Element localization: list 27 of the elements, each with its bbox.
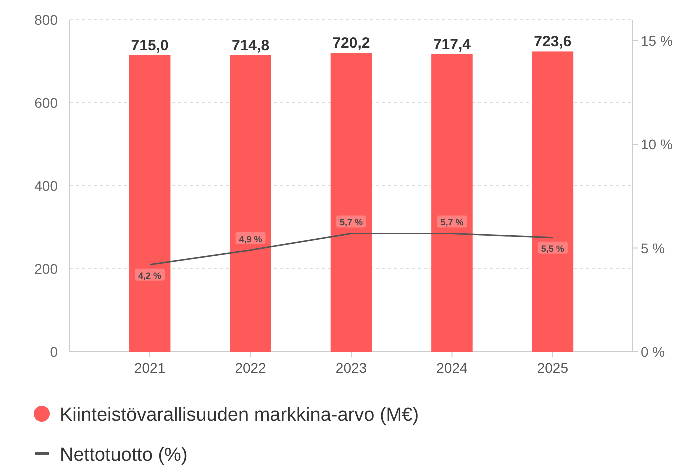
y-tick-label: 200 (34, 261, 58, 277)
x-tick-label: 2021 (134, 360, 166, 376)
data-label: 5,7 % (440, 218, 464, 228)
y-tick-label: 600 (34, 95, 58, 111)
data-label: 715,0 (131, 37, 169, 54)
data-label: 714,8 (232, 37, 270, 54)
data-label: 5,7 % (340, 218, 364, 228)
y2-tick-label: 0 % (641, 344, 666, 360)
x-tick-label: 2022 (235, 360, 267, 376)
legend-label: Kiinteistövarallisuuden markkina-arvo (M€) (60, 405, 420, 426)
data-label: 4,9 % (239, 234, 262, 244)
y2-tick-label: 10 % (641, 136, 673, 152)
data-label: 720,2 (332, 35, 370, 52)
y2-tick-label: 15 % (641, 32, 673, 49)
line-series (149, 232, 554, 266)
legend-label: Nettotuotto (%) (60, 445, 188, 466)
data-label: 717,4 (433, 36, 472, 54)
y2-tick-label: 5 % (641, 240, 666, 256)
x-tick-label: 2023 (336, 360, 368, 376)
x-tick-label: 2025 (537, 360, 569, 376)
y-tick-label: 800 (34, 12, 58, 28)
y-tick-label: 400 (34, 178, 58, 194)
data-label: 5,5 % (541, 244, 564, 254)
data-label: 4,2 % (138, 270, 162, 281)
x-tick-label: 2024 (436, 360, 468, 376)
y-tick-label: 0 (50, 344, 58, 360)
data-label: 723,6 (534, 34, 572, 51)
